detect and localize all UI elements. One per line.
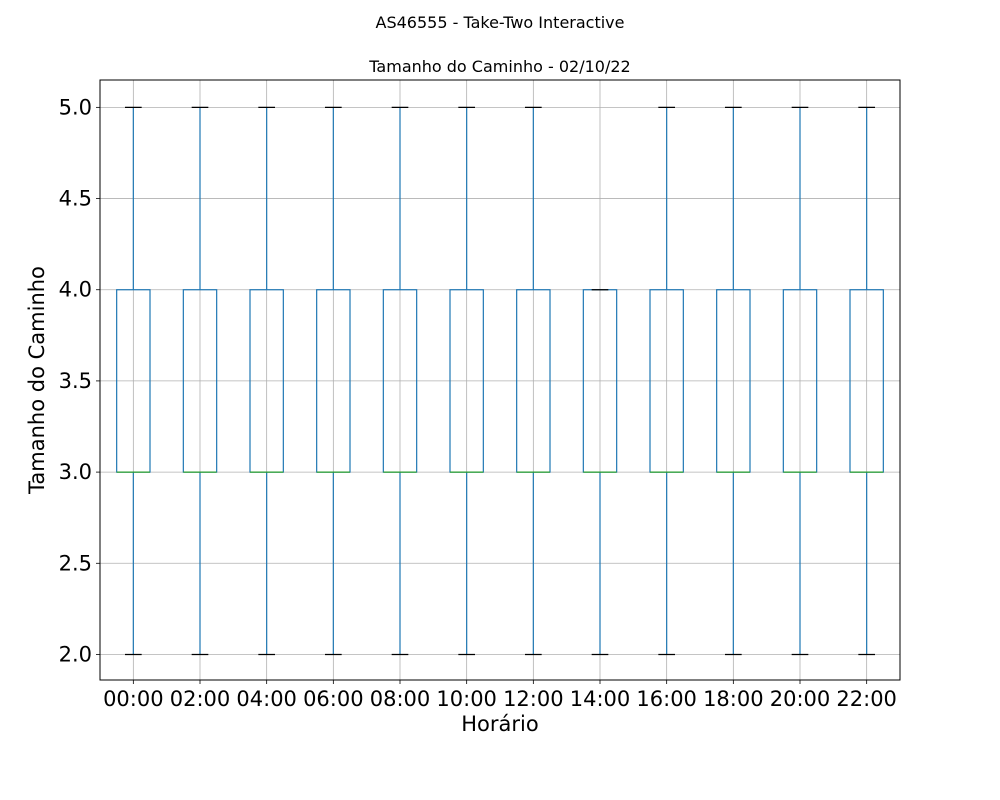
box-0000	[116, 106, 151, 656]
y-tick-label: 2.5	[59, 551, 92, 575]
y-axis-ticks: 2.0 2.5 3.0 3.5 4.0 4.5 5.0	[59, 95, 100, 666]
chart-title: Tamanho do Caminho - 02/10/22	[368, 57, 630, 76]
plot-frame	[99, 79, 901, 681]
box-0400	[249, 106, 284, 656]
x-tick-label: 02:00	[170, 687, 231, 711]
x-axis-label: Horário	[461, 712, 538, 736]
y-tick-label: 3.5	[59, 369, 92, 393]
box-1600	[649, 106, 684, 656]
box-2000	[782, 106, 818, 656]
x-tick-label: 14:00	[570, 687, 631, 711]
x-tick-label: 08:00	[370, 687, 431, 711]
box-1000	[449, 106, 484, 656]
y-tick-label: 5.0	[59, 95, 92, 119]
box-0200	[182, 106, 218, 656]
figure-suptitle: AS46555 - Take-Two Interactive	[375, 13, 625, 32]
x-axis-ticks: 00:00 02:00 04:00 06:00 08:00 10:00 12:00 14:00…	[103, 680, 897, 711]
box-1400	[582, 289, 618, 656]
box-0800	[382, 106, 418, 656]
x-tick-label: 12:00	[503, 687, 564, 711]
y-tick-label: 4.0	[59, 278, 92, 302]
x-tick-label: 22:00	[836, 687, 897, 711]
y-tick-label: 2.0	[59, 642, 92, 666]
box-series	[116, 106, 884, 656]
box-1200	[516, 106, 551, 656]
y-tick-label: 3.0	[59, 460, 92, 484]
x-tick-label: 04:00	[236, 687, 297, 711]
box-2200	[849, 106, 884, 656]
y-tick-label: 4.5	[59, 187, 92, 211]
x-tick-label: 18:00	[703, 687, 764, 711]
x-tick-label: 00:00	[103, 687, 164, 711]
box-0600	[316, 106, 351, 656]
x-tick-label: 20:00	[770, 687, 831, 711]
grid-lines	[100, 80, 900, 680]
x-tick-label: 10:00	[436, 687, 497, 711]
y-axis-label: Tamanho do Caminho	[25, 266, 49, 495]
box-1800	[716, 106, 751, 656]
x-tick-label: 16:00	[636, 687, 697, 711]
x-tick-label: 06:00	[303, 687, 364, 711]
